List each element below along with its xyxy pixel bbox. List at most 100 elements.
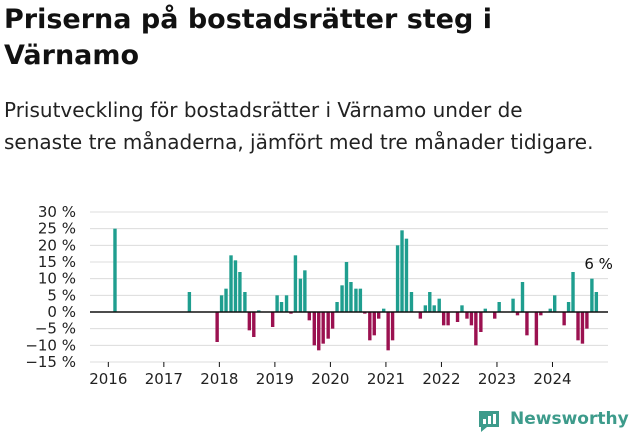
bar bbox=[483, 308, 488, 312]
bar bbox=[289, 312, 293, 314]
bar bbox=[243, 292, 247, 312]
y-tick-label: −15 % bbox=[25, 353, 76, 371]
y-tick-label: −10 % bbox=[25, 336, 76, 354]
bar bbox=[257, 310, 261, 312]
bar bbox=[474, 312, 478, 346]
x-tick-label: 2021 bbox=[367, 370, 405, 388]
bar bbox=[349, 282, 353, 312]
bar bbox=[465, 312, 469, 319]
bar bbox=[548, 308, 552, 312]
bar bbox=[493, 312, 497, 319]
y-tick-label: 5 % bbox=[47, 286, 76, 304]
bar bbox=[404, 238, 409, 312]
bar bbox=[187, 292, 192, 312]
bar bbox=[233, 260, 238, 312]
bar bbox=[520, 282, 525, 312]
bar bbox=[479, 312, 483, 332]
bar bbox=[469, 312, 474, 326]
bar bbox=[576, 312, 580, 341]
brand-name: Newsworthy bbox=[510, 409, 629, 429]
x-tick-label: 2024 bbox=[533, 370, 571, 388]
bar bbox=[298, 278, 303, 312]
bar bbox=[511, 298, 515, 312]
annotation-label: 6 % bbox=[584, 255, 613, 273]
bar bbox=[303, 270, 307, 312]
bar bbox=[455, 312, 460, 322]
bar bbox=[534, 312, 539, 346]
bar bbox=[553, 295, 557, 312]
bar bbox=[270, 312, 275, 327]
bar bbox=[317, 312, 321, 351]
x-tick-label: 2016 bbox=[89, 370, 127, 388]
y-tick-label: 15 % bbox=[38, 253, 76, 271]
x-tick-label: 2019 bbox=[256, 370, 294, 388]
bar bbox=[497, 302, 501, 312]
y-axis-ticks: −15 %−10 %−5 %0 %5 %10 %15 %20 %25 %30 % bbox=[25, 203, 76, 371]
x-tick-label: 2017 bbox=[145, 370, 183, 388]
bar bbox=[368, 312, 372, 341]
bar bbox=[566, 302, 571, 312]
y-tick-label: −5 % bbox=[35, 320, 76, 338]
bar bbox=[215, 312, 219, 342]
bar bbox=[409, 292, 414, 312]
x-tick-label: 2018 bbox=[200, 370, 238, 388]
bar bbox=[386, 312, 390, 351]
bar bbox=[390, 312, 395, 341]
bar bbox=[585, 312, 589, 329]
bar bbox=[275, 295, 279, 312]
bar bbox=[525, 312, 529, 336]
bar bbox=[354, 288, 358, 312]
bar bbox=[363, 312, 367, 314]
bar bbox=[432, 305, 436, 312]
bar bbox=[441, 312, 446, 326]
bar bbox=[437, 298, 441, 312]
y-tick-label: 0 % bbox=[47, 303, 76, 321]
bar bbox=[252, 312, 256, 337]
bar bbox=[229, 255, 233, 312]
bar bbox=[446, 312, 450, 326]
bar bbox=[284, 295, 289, 312]
bar bbox=[515, 312, 520, 316]
bar bbox=[321, 312, 325, 344]
bar bbox=[594, 292, 599, 312]
bar bbox=[335, 302, 339, 312]
bar bbox=[562, 312, 566, 326]
bar bbox=[460, 305, 464, 312]
newsworthy-logo: Newsworthy bbox=[476, 406, 629, 436]
bars bbox=[113, 228, 599, 351]
bar bbox=[247, 312, 252, 331]
chart-title: Priserna på bostadsrätter steg i Värnamo bbox=[4, 4, 492, 71]
x-axis-ticks: 2016 2017 2018 2019 2020 2021 2022 2023 2024 bbox=[89, 362, 572, 388]
bar bbox=[344, 262, 349, 312]
x-tick-label: 2022 bbox=[422, 370, 460, 388]
bar bbox=[372, 312, 376, 336]
bar bbox=[377, 312, 381, 319]
bar bbox=[400, 230, 404, 312]
bar bbox=[238, 272, 242, 312]
bar bbox=[580, 312, 585, 344]
gridlines bbox=[90, 211, 608, 363]
bar bbox=[423, 305, 428, 312]
x-tick-label: 2020 bbox=[311, 370, 349, 388]
bar bbox=[590, 278, 594, 312]
bar bbox=[293, 255, 298, 312]
y-tick-label: 20 % bbox=[38, 236, 76, 254]
bar bbox=[312, 312, 317, 346]
bar-chart: −15 %−10 %−5 %0 %5 %10 %15 %20 %25 %30 %… bbox=[25, 203, 613, 388]
bar bbox=[340, 285, 344, 312]
bar bbox=[326, 312, 330, 339]
bar bbox=[428, 292, 432, 312]
bar bbox=[381, 308, 386, 312]
bar bbox=[279, 302, 284, 312]
bar bbox=[358, 288, 363, 312]
bar bbox=[539, 312, 543, 316]
y-tick-label: 30 % bbox=[38, 203, 76, 221]
bar bbox=[113, 228, 117, 312]
bar bbox=[219, 295, 224, 312]
bar bbox=[571, 272, 575, 312]
y-tick-label: 10 % bbox=[38, 270, 76, 288]
bar bbox=[330, 312, 335, 329]
x-tick-label: 2023 bbox=[478, 370, 516, 388]
chart-subtitle: Prisutveckling för bostadsrätter i Värna… bbox=[4, 98, 594, 154]
